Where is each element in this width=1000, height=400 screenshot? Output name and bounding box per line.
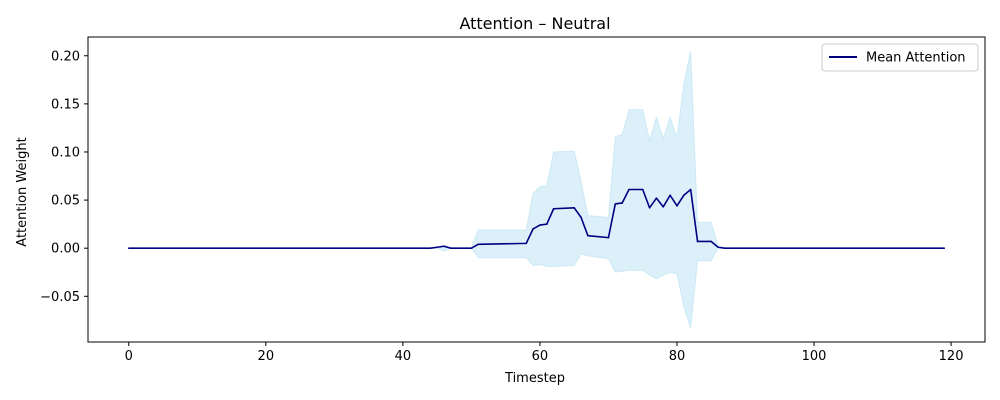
mean-attention-point	[127, 247, 130, 249]
x-tick-label: 60	[532, 349, 549, 364]
x-axis-label: Timestep	[504, 371, 565, 386]
mean-attention-point	[943, 247, 946, 249]
mean-attention-point	[477, 243, 480, 246]
mean-attention-point	[587, 234, 589, 237]
mean-attention-point	[724, 247, 726, 249]
mean-attention-point	[443, 245, 445, 248]
legend-box	[821, 43, 979, 72]
mean-attention-line	[128, 188, 945, 249]
mean-attention-point	[641, 188, 644, 191]
x-tick-label: 100	[802, 349, 827, 364]
mean-attention-point	[669, 194, 671, 197]
mean-attention-point	[628, 188, 630, 191]
mean-attention-point	[429, 247, 432, 249]
y-axis-ticks: −0.05 0.00 0.05 0.10 0.15 0.20	[40, 49, 88, 305]
std-band	[128, 50, 945, 329]
mean-attention-point	[607, 236, 610, 239]
mean-attention-point	[573, 206, 575, 209]
mean-attention-point	[696, 240, 699, 243]
mean-attention-point	[648, 206, 651, 209]
y-axis-label: Attention Weight	[15, 137, 30, 246]
mean-attention-point	[539, 224, 541, 226]
mean-attention-point	[621, 202, 623, 204]
mean-attention-point	[532, 228, 534, 230]
mean-attention-point	[450, 247, 452, 249]
data-points	[127, 188, 946, 249]
y-tick-label: 0.10	[51, 145, 80, 160]
legend-label: Mean Attention	[866, 51, 966, 66]
x-tick-label: 120	[939, 349, 964, 364]
mean-attention-point	[614, 203, 617, 205]
y-tick-label: −0.05	[40, 290, 80, 305]
chart-title: Attention – Neutral	[459, 14, 610, 33]
mean-attention-point	[436, 246, 438, 249]
mean-attention-point	[525, 242, 528, 245]
x-tick-label: 80	[669, 349, 686, 364]
y-tick-label: 0.15	[51, 97, 80, 112]
mean-attention-point	[580, 216, 582, 219]
mean-attention-point	[545, 223, 548, 225]
y-tick-label: 0.05	[51, 194, 80, 209]
y-tick-label: 0.00	[51, 242, 80, 257]
mean-attention-point	[470, 247, 473, 249]
x-tick-label: 20	[258, 349, 275, 364]
mean-attention-point	[552, 207, 555, 210]
mean-attention-point	[710, 240, 713, 243]
x-tick-label: 40	[395, 349, 412, 364]
mean-attention-point	[655, 197, 658, 199]
mean-attention-point	[717, 246, 719, 249]
plot-frame	[87, 36, 986, 343]
x-axis-ticks: 0 20 40 60 80 100 120	[125, 342, 964, 364]
mean-attention-point	[689, 188, 692, 191]
plot-area	[127, 50, 946, 329]
mean-attention-point	[676, 205, 678, 207]
mean-attention-point	[662, 206, 665, 208]
legend: Mean Attention	[821, 43, 979, 72]
x-tick-label: 0	[125, 349, 133, 364]
mean-attention-point	[683, 194, 685, 197]
y-tick-label: 0.20	[51, 49, 80, 64]
